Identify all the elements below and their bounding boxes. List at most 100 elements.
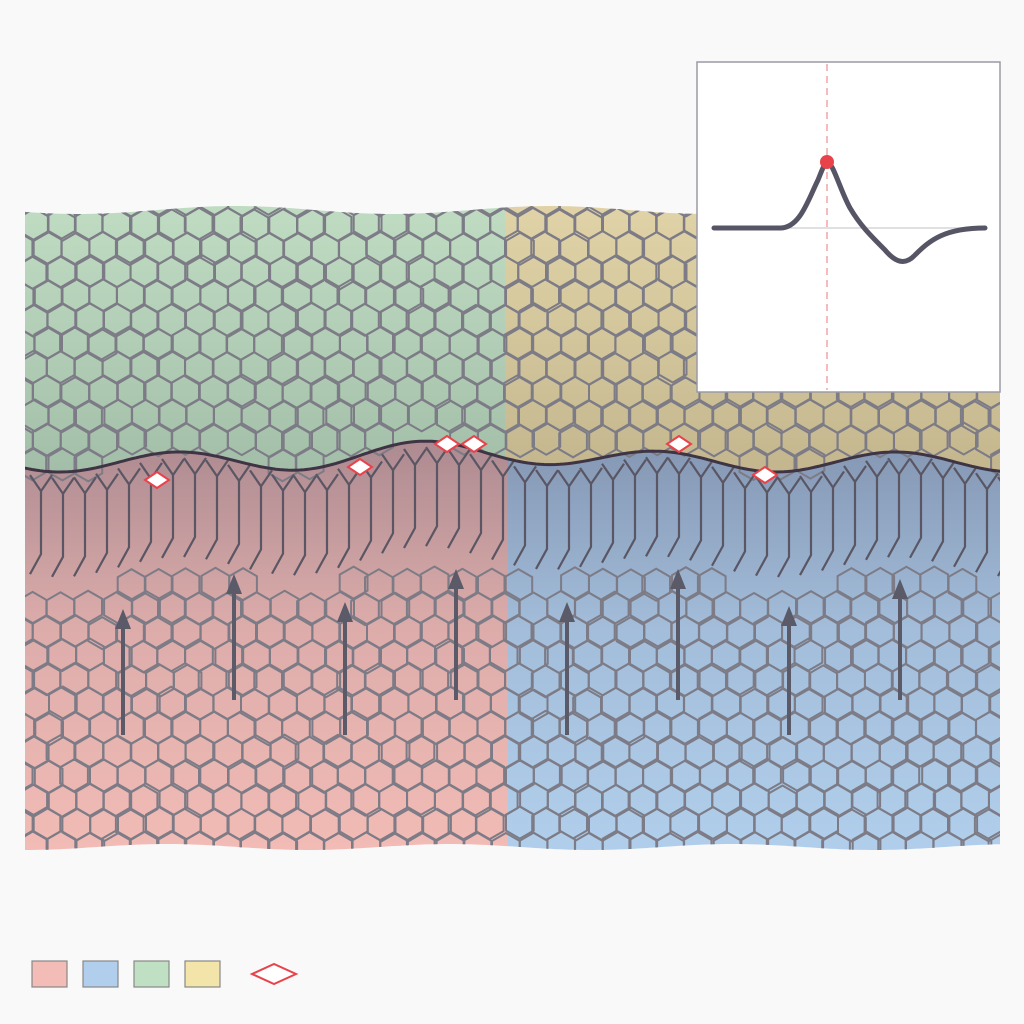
cell [904,829,935,850]
cell [642,206,673,217]
cell [987,590,1000,625]
cell [0,615,8,647]
cell [365,206,395,218]
cell [989,685,1000,721]
cell [226,421,257,457]
cell [645,857,673,889]
cell [311,663,342,699]
cell [239,351,270,386]
cell [727,855,755,887]
cell [794,397,825,433]
column-cell [755,475,779,577]
cell [199,857,227,889]
cell [143,856,171,888]
layer-boundary [25,439,1000,474]
cell [683,638,713,673]
current-point [820,155,834,169]
cell [488,639,519,674]
cell [91,856,119,888]
column-cell [447,448,471,549]
cell [669,422,700,457]
cell [1019,735,1024,767]
cell [364,422,394,457]
cell [0,375,7,407]
cell [0,327,5,359]
column-cell [513,465,537,566]
column-cell [249,469,273,570]
cell [990,445,1000,480]
cell [586,613,616,649]
cell [783,855,811,887]
cell [1005,617,1024,649]
cell [867,857,895,889]
cell [1004,232,1024,264]
cell [546,830,577,850]
cell [172,663,203,698]
column-cell [909,458,933,559]
column-cell [579,467,603,568]
cell [59,206,89,219]
cell [892,423,923,458]
column-cell [601,463,625,564]
column-cell [887,457,911,558]
cell [25,710,36,745]
cell [312,855,340,887]
cell [173,856,201,888]
cell [1019,400,1024,432]
cell [1005,808,1024,840]
cell [0,568,8,600]
cell-marker [346,457,374,477]
column-cell [557,469,581,570]
cell [365,229,395,264]
cell [0,231,5,263]
profile-curve [711,159,988,264]
cell [423,857,451,889]
inset-plot [696,61,1001,393]
column-cell [799,475,823,576]
cell [1003,327,1024,359]
cell [932,733,963,769]
cell [1017,592,1024,624]
column-cell [381,453,405,554]
cell [530,278,560,313]
cell [0,807,7,839]
column-cell [205,459,229,560]
column-cell [227,464,251,565]
cell [948,421,979,456]
cell [725,661,755,696]
cell [227,373,257,408]
cell [448,855,476,887]
cell [534,855,562,887]
cell [396,855,424,887]
column-cell [95,473,119,574]
cell [989,735,1000,771]
cell [503,325,533,361]
cell [32,206,63,218]
column-cell [777,477,801,578]
cell [975,424,1000,459]
cell [0,855,7,887]
column-cell [271,474,295,575]
cell [698,805,728,841]
column-cell [491,459,515,561]
columnar-cells [29,446,1000,578]
cell [129,830,160,850]
cell [1005,185,1024,217]
legend [31,960,299,988]
cell [101,829,131,850]
column-cell [623,458,647,560]
cell [574,736,605,771]
cell [476,206,507,217]
column-cell [183,457,207,558]
cell-marker [433,434,461,454]
cell [0,305,21,337]
cell [1017,687,1024,719]
cell [144,206,174,216]
cell [671,855,699,887]
cell [1004,423,1024,455]
cell [505,231,535,266]
cell [0,785,21,817]
cell [419,277,450,312]
